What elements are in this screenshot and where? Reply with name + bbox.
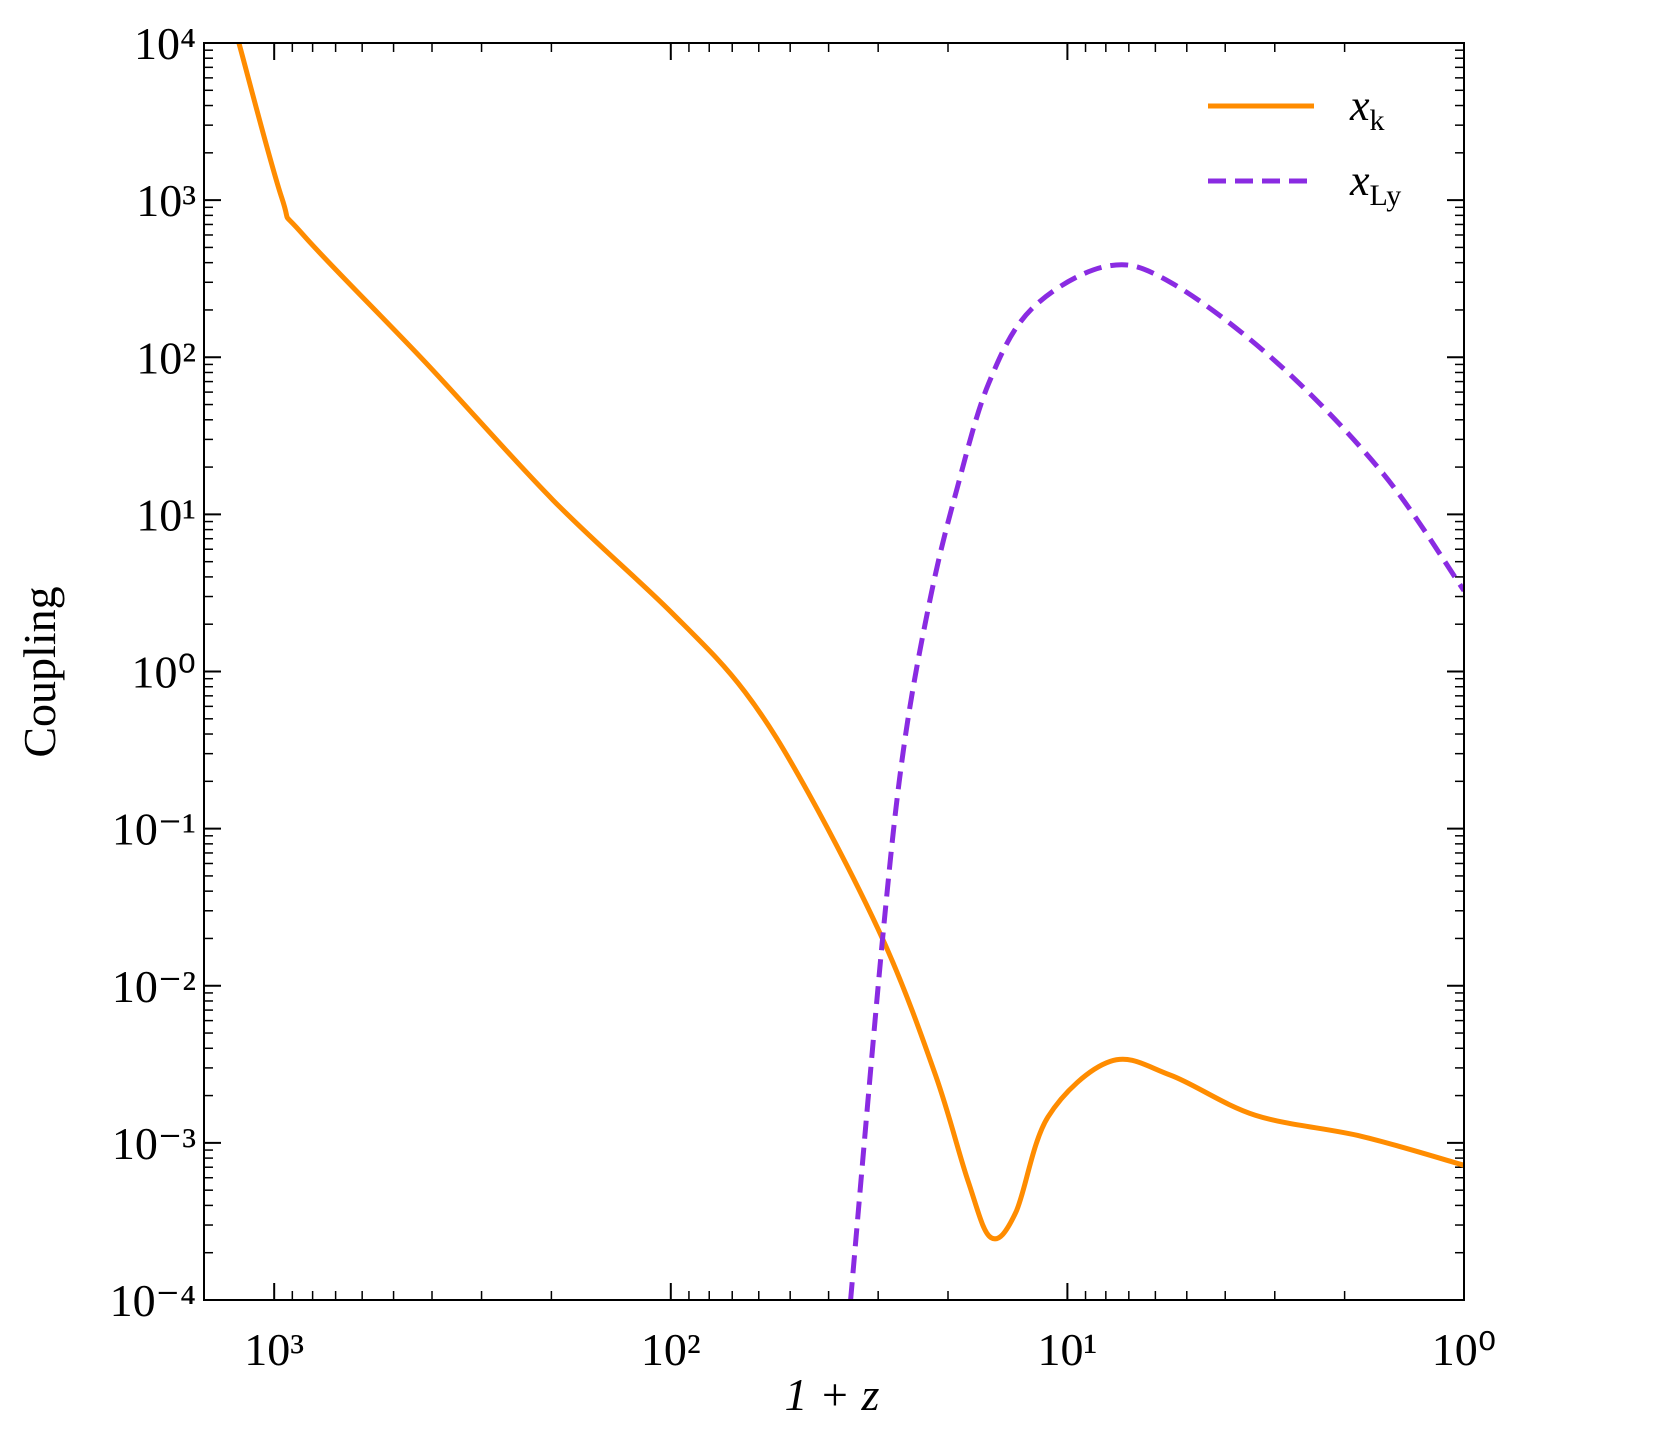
y-tick-label: 10⁴: [134, 18, 196, 69]
y-tick-label: 10²: [136, 332, 196, 383]
series-line: [848, 262, 1464, 1300]
y-tick-label: 10¹: [136, 489, 196, 540]
y-axis-label: Coupling: [14, 586, 65, 757]
y-tick-label: 10⁰: [132, 647, 196, 698]
x-tick-label: 10⁰: [1432, 1324, 1496, 1375]
legend-label: xLy: [1349, 156, 1401, 212]
series-line: [236, 43, 1464, 1242]
y-tick-label: 10⁻⁴: [110, 1275, 196, 1326]
plot-frame: [203, 42, 1465, 1301]
y-tick-label: 10⁻²: [112, 961, 196, 1012]
legend-label: xk: [1349, 81, 1385, 137]
y-tick-label: 10⁻¹: [112, 804, 196, 855]
x-tick-label: 10²: [641, 1324, 701, 1375]
y-tick-label: 10³: [136, 175, 196, 226]
x-tick-label: 10³: [244, 1324, 304, 1375]
x-tick-label: 10¹: [1037, 1324, 1097, 1375]
y-tick-label: 10⁻³: [112, 1118, 196, 1169]
x-axis-label: 1 + z: [785, 1369, 880, 1420]
